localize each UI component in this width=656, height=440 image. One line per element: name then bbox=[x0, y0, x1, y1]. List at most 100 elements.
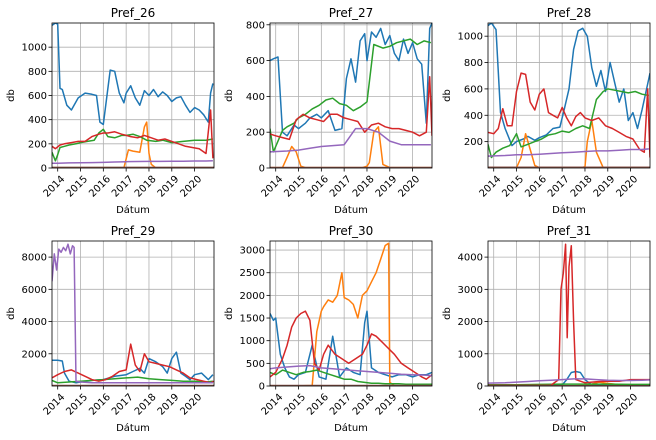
x-tick-label: 2017 bbox=[546, 392, 572, 418]
x-tick-label: 2018 bbox=[133, 174, 159, 200]
chart-title: Pref_26 bbox=[111, 6, 156, 20]
x-tick-label: 2015 bbox=[500, 174, 526, 200]
y-tick-label: 400 bbox=[464, 111, 483, 122]
x-tick-label: 2016 bbox=[87, 174, 113, 200]
y-tick-label: 8000 bbox=[22, 253, 47, 264]
y-tick-label: 600 bbox=[28, 91, 47, 102]
series-line-4 bbox=[270, 75, 432, 141]
series-line-3 bbox=[270, 369, 432, 385]
x-tick-label: 2018 bbox=[569, 392, 595, 418]
x-tick-label: 2020 bbox=[614, 174, 640, 200]
y-tick-label: 6000 bbox=[22, 285, 47, 296]
x-tick-label: 2017 bbox=[110, 392, 136, 418]
chart-title: Pref_29 bbox=[111, 224, 156, 238]
y-tick-label: 0 bbox=[259, 164, 265, 175]
series-line-1 bbox=[52, 23, 214, 126]
y-axis-label: db bbox=[224, 89, 235, 102]
y-tick-label: 1000 bbox=[458, 349, 483, 360]
y-tick-label: 200 bbox=[28, 139, 47, 150]
x-axis-label: Dátum bbox=[552, 204, 586, 216]
x-axis-label: Dátum bbox=[334, 422, 368, 434]
x-tick-label: 2017 bbox=[328, 392, 354, 418]
x-tick-label: 2014 bbox=[260, 174, 286, 200]
x-tick-label: 2016 bbox=[305, 392, 331, 418]
series-line-5 bbox=[52, 160, 213, 164]
x-tick-label: 2018 bbox=[133, 392, 159, 418]
series-line-4 bbox=[52, 109, 214, 159]
series-line-5 bbox=[52, 243, 213, 384]
y-tick-label: 1500 bbox=[240, 314, 265, 325]
y-axis-label: db bbox=[442, 89, 453, 102]
y-tick-label: 0 bbox=[259, 382, 265, 393]
series-line-1 bbox=[270, 23, 432, 137]
y-tick-label: 4000 bbox=[458, 253, 483, 264]
x-tick-label: 2015 bbox=[500, 392, 526, 418]
y-tick-label: 4000 bbox=[22, 317, 47, 328]
chart-title: Pref_31 bbox=[547, 224, 592, 238]
y-tick-label: 0 bbox=[477, 382, 483, 393]
x-tick-label: 2018 bbox=[569, 174, 595, 200]
y-tick-label: 200 bbox=[464, 137, 483, 148]
series-line-4 bbox=[52, 343, 214, 384]
y-tick-label: 3000 bbox=[458, 285, 483, 296]
x-tick-label: 2014 bbox=[478, 392, 504, 418]
y-axis-label: db bbox=[6, 89, 17, 102]
x-tick-label: 2019 bbox=[374, 392, 400, 418]
y-tick-label: 1000 bbox=[22, 43, 47, 54]
x-tick-label: 2018 bbox=[351, 392, 377, 418]
series-line-2 bbox=[270, 242, 432, 386]
y-tick-label: 600 bbox=[464, 84, 483, 95]
series-line-3 bbox=[270, 38, 432, 153]
x-tick-label: 2020 bbox=[614, 392, 640, 418]
y-tick-label: 800 bbox=[464, 58, 483, 69]
x-tick-label: 2016 bbox=[87, 392, 113, 418]
x-tick-label: 2014 bbox=[260, 392, 286, 418]
x-tick-label: 2019 bbox=[374, 174, 400, 200]
y-tick-label: 0 bbox=[41, 164, 47, 175]
x-tick-label: 2015 bbox=[64, 392, 90, 418]
y-tick-label: 200 bbox=[246, 128, 265, 139]
y-tick-label: 2000 bbox=[240, 291, 265, 302]
y-tick-label: 2500 bbox=[240, 268, 265, 279]
plot-frame bbox=[269, 240, 433, 387]
x-tick-label: 2019 bbox=[592, 392, 618, 418]
series-line-5 bbox=[270, 127, 431, 153]
plot-frame bbox=[51, 240, 215, 387]
x-tick-label: 2018 bbox=[351, 174, 377, 200]
y-tick-label: 3000 bbox=[240, 246, 265, 257]
plot-frame bbox=[51, 22, 215, 169]
y-tick-label: 400 bbox=[28, 115, 47, 126]
y-tick-label: 600 bbox=[246, 56, 265, 67]
x-tick-label: 2016 bbox=[305, 174, 331, 200]
y-tick-label: 800 bbox=[28, 67, 47, 78]
chart-title: Pref_27 bbox=[329, 6, 374, 20]
x-tick-label: 2017 bbox=[110, 174, 136, 200]
x-tick-label: 2016 bbox=[523, 174, 549, 200]
y-tick-label: 2000 bbox=[22, 349, 47, 360]
y-tick-label: 800 bbox=[246, 20, 265, 31]
x-tick-label: 2020 bbox=[178, 392, 204, 418]
x-tick-label: 2015 bbox=[282, 174, 308, 200]
x-tick-label: 2017 bbox=[546, 174, 572, 200]
x-tick-label: 2014 bbox=[42, 392, 68, 418]
series-line-4 bbox=[488, 243, 650, 386]
y-tick-label: 400 bbox=[246, 92, 265, 103]
plot-frame bbox=[487, 22, 651, 169]
x-tick-label: 2015 bbox=[282, 392, 308, 418]
series-line-3 bbox=[52, 376, 213, 384]
plot-frame bbox=[269, 22, 433, 169]
y-tick-label: 2000 bbox=[458, 317, 483, 328]
x-tick-label: 2019 bbox=[592, 174, 618, 200]
x-tick-label: 2020 bbox=[178, 174, 204, 200]
x-tick-label: 2014 bbox=[42, 174, 68, 200]
x-tick-label: 2015 bbox=[64, 174, 90, 200]
x-tick-label: 2019 bbox=[156, 174, 182, 200]
x-axis-label: Dátum bbox=[116, 422, 150, 434]
x-tick-label: 2017 bbox=[328, 174, 354, 200]
series-line-4 bbox=[270, 310, 432, 380]
